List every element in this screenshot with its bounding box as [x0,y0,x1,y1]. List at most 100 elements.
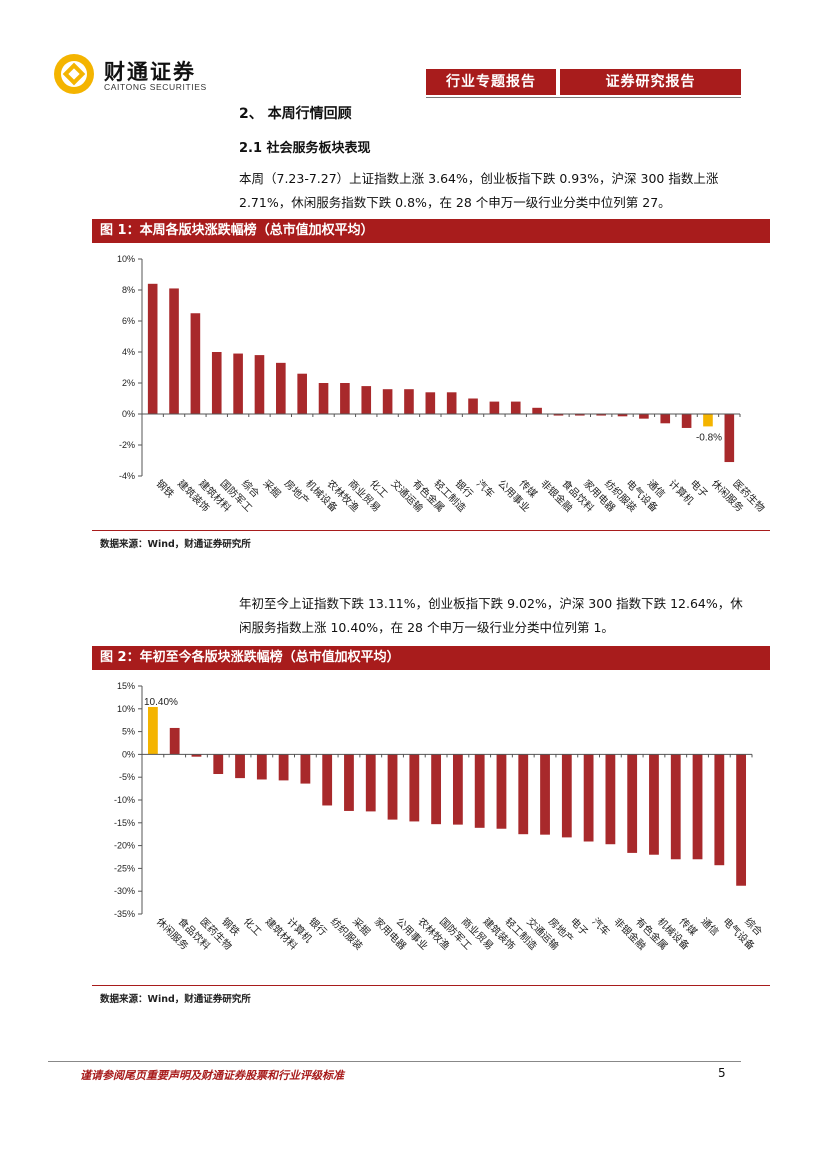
bar-1-27 [724,414,735,463]
figure2-source: 数据来源：Wind，财通证券研究所 [100,994,251,1005]
y-tick-label: -15% [114,818,135,828]
bar-2-27 [736,754,747,886]
figure2-bottom-rule [92,985,770,986]
bar-2-3 [213,754,224,775]
y-tick-label: 15% [117,681,135,691]
bar-2-14 [452,754,463,825]
bar-2-12 [409,754,420,822]
bar-1-6 [276,362,286,414]
bar-1-19 [553,414,564,416]
bar-2-5 [256,754,267,780]
bar-1-10 [361,386,372,414]
logo-text-cn: 财通证券 [104,60,196,84]
bar-1-8 [318,383,329,414]
bar-2-19 [561,754,572,838]
header-divider [426,97,741,98]
bar-2-23 [649,754,659,855]
figure2-chart: 15% 10% 5% 0% -5% -10% -15% -20% -25% -30% -35% 休闲服… [92,670,770,982]
bar-1-9 [340,383,350,414]
bar-1-14 [446,392,457,414]
logo-text-en: CAITONG SECURITIES [104,82,207,92]
bar-1-11 [382,389,393,414]
y-tick-label: -5% [119,772,135,782]
bar-2-24 [670,754,681,860]
bar-1-17 [510,401,521,414]
footer-disclaimer: 谨请参阅尾页重要声明及财通证券股票和行业评级标准 [80,1069,344,1082]
bar-2-0 [147,706,158,755]
footer-divider [48,1061,741,1062]
bar-1-1 [169,288,179,414]
y-tick-label: -25% [114,863,135,873]
figure1-bottom-rule [92,530,770,531]
bar-2-15 [474,754,485,828]
bar-2-9 [344,754,354,811]
bar-2-25 [692,754,703,860]
company-logo: 财通证券 CAITONG SECURITIES [52,52,232,96]
y-tick-label: -10% [114,795,135,805]
y-tick-label: 10% [117,704,135,714]
y-tick-label: -35% [114,909,135,919]
caitong-logo-icon [54,54,94,94]
bar-1-20 [575,414,585,416]
y-tick-label: 5% [122,727,135,737]
figure1-source: 数据来源：Wind，财通证券研究所 [100,539,251,550]
bar-1-18 [532,407,542,414]
ytd-summary-paragraph: 年初至今上证指数下跌 13.11%，创业板指下跌 9.02%，沪深 300 指数… [239,596,743,635]
figure1-title: 图 1：本周各版块涨跌幅榜（总市值加权平均） [92,219,770,243]
bar-2-18 [540,754,550,835]
y-tick-label: 10% [117,254,135,264]
bar-2-7 [300,754,311,784]
category-label: 汽车 [474,477,497,500]
y-tick-label: -20% [114,841,135,851]
bar-1-3 [211,352,222,414]
y-tick-label: 4% [122,347,135,357]
highlight-data-label: 10.40% [144,697,178,708]
bar-2-6 [278,754,289,781]
bar-2-16 [496,754,507,829]
bar-2-4 [235,754,245,779]
bar-1-4 [233,353,243,414]
bar-2-20 [583,754,594,842]
bar-2-11 [387,754,398,820]
bar-2-8 [322,754,333,806]
industry-report-tag: 行业专题报告 [426,69,556,95]
category-label: 采掘 [260,477,283,500]
bar-1-5 [254,355,265,414]
bar-1-24 [660,414,671,424]
y-tick-label: -2% [119,440,135,450]
bar-2-26 [714,754,725,866]
bar-2-13 [431,754,442,825]
bar-1-15 [468,398,478,414]
figure2-title: 图 2：年初至今各版块涨跌幅榜（总市值加权平均） [92,646,770,670]
bar-2-10 [365,754,376,812]
subsection-title: 2.1 社会服务板块表现 [239,141,371,156]
y-tick-label: 0% [122,749,135,759]
y-tick-label: 8% [122,285,135,295]
bar-1-0 [147,283,158,414]
y-tick-label: 0% [122,409,135,419]
highlight-data-label: -0.8% [696,432,722,443]
weekly-summary-paragraph: 本周（7.23-7.27）上证指数上涨 3.64%，创业板指下跌 0.93%，沪… [239,171,719,210]
bar-1-22 [617,414,628,417]
bar-1-26 [703,414,713,427]
bar-1-21 [596,414,606,416]
category-label: 化工 [241,915,264,938]
bar-2-2 [191,754,202,757]
figure1-chart: 10% 8% 6% 4% 2% 0% -2% -4% 钢铁 建筑装饰 建筑材料 国防军工 综合 采掘 房地产… [92,243,770,525]
bar-1-13 [425,392,436,414]
bar-1-16 [489,401,500,414]
category-label: 通信 [698,916,721,939]
y-tick-label: -30% [114,886,135,896]
bar-1-7 [297,373,307,414]
bar-1-23 [639,414,649,419]
category-label: 汽车 [589,915,612,938]
y-tick-label: -4% [119,471,135,481]
section-title: 2、 本周行情回顾 [239,106,352,122]
bar-2-21 [605,754,616,845]
bar-1-2 [190,313,201,414]
bar-2-1 [169,727,180,755]
category-label: 钢铁 [154,477,177,500]
y-tick-label: 6% [122,316,135,326]
bar-1-25 [681,414,692,428]
bar-2-17 [518,754,529,835]
